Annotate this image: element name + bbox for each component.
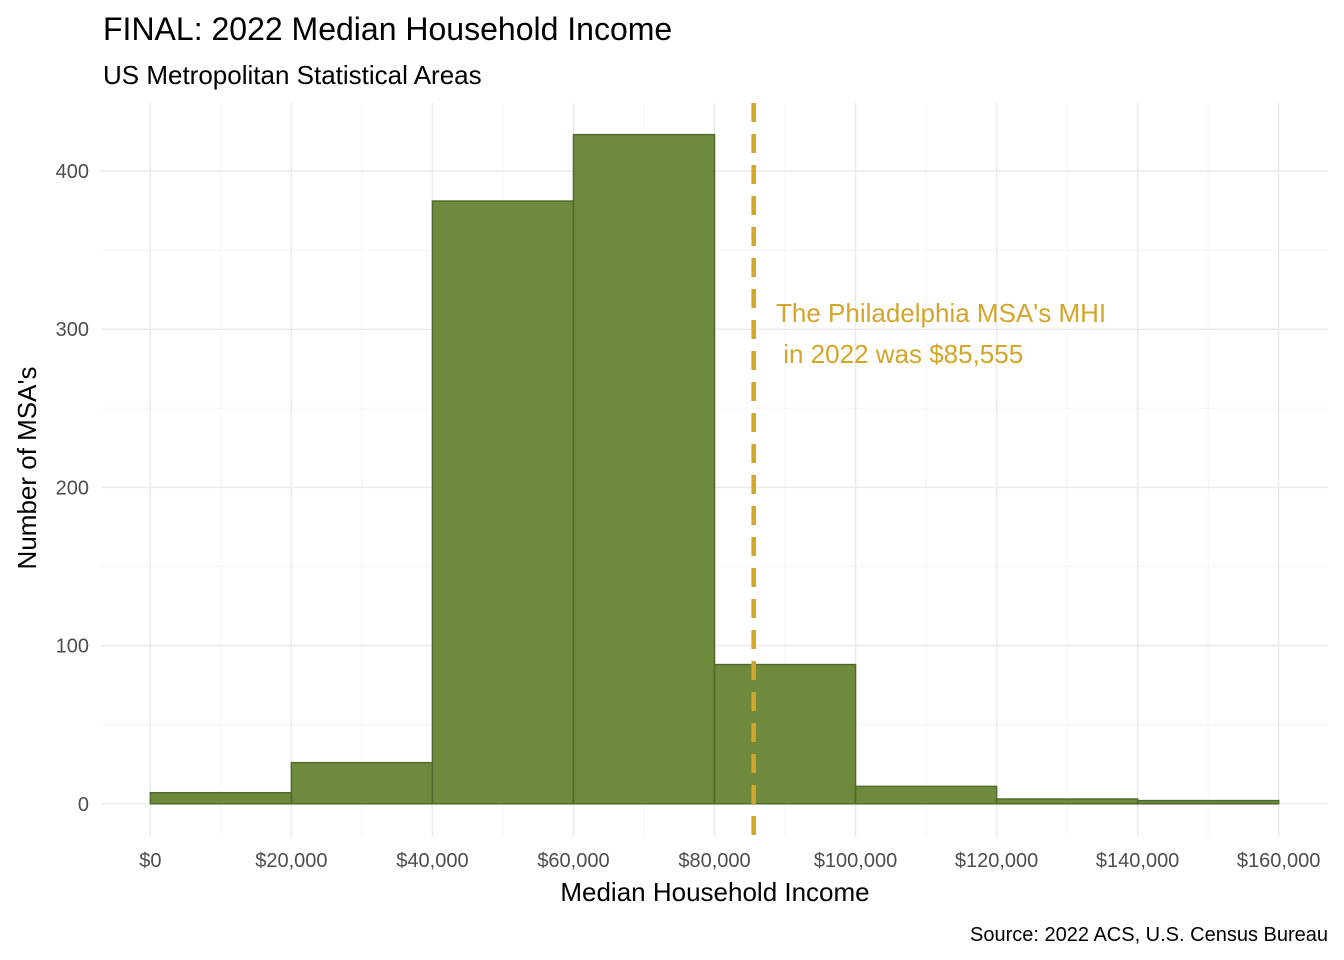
y-tick-label: 300 — [56, 319, 89, 341]
annotation-line-2: in 2022 was $85,555 — [776, 339, 1023, 369]
histogram-bars — [149, 133, 1280, 805]
philadelphia-annotation: The Philadelphia MSA's MHI in 2022 was $… — [776, 298, 1113, 369]
x-axis-title: Median Household Income — [560, 877, 869, 907]
x-tick-label: $100,000 — [814, 850, 897, 872]
y-tick-label: 200 — [56, 477, 89, 499]
x-tick-label: $0 — [139, 850, 161, 872]
x-tick-label: $40,000 — [396, 850, 468, 872]
x-tick-label: $140,000 — [1096, 850, 1179, 872]
histogram-bar-2 — [431, 200, 575, 805]
y-tick-label: 0 — [78, 794, 89, 816]
histogram-bar-5 — [854, 785, 998, 805]
y-tick-label: 400 — [56, 161, 89, 183]
y-axis-title: Number of MSA's — [12, 367, 42, 570]
histogram-bar-7 — [1136, 799, 1280, 805]
y-axis-ticks: 0 100 200 300 400 — [56, 161, 89, 816]
x-tick-label: $80,000 — [678, 850, 750, 872]
x-tick-label: $160,000 — [1237, 850, 1320, 872]
x-tick-label: $60,000 — [537, 850, 609, 872]
histogram-bar-3 — [572, 133, 716, 805]
histogram-bar-0 — [149, 791, 293, 805]
histogram-bar-1 — [290, 761, 434, 805]
x-axis-ticks: $0 $20,000 $40,000 $60,000 $80,000 $100,000 $1… — [139, 850, 1320, 872]
histogram-bar-4 — [713, 663, 857, 805]
annotation-line-1: The Philadelphia MSA's MHI — [776, 298, 1106, 328]
y-tick-label: 100 — [56, 636, 89, 658]
source-caption: Source: 2022 ACS, U.S. Census Bureau — [970, 924, 1328, 946]
histogram-bar-6 — [995, 798, 1139, 805]
chart-subtitle: US Metropolitan Statistical Areas — [103, 60, 482, 90]
x-tick-label: $120,000 — [955, 850, 1038, 872]
chart-title: FINAL: 2022 Median Household Income — [103, 11, 672, 47]
x-tick-label: $20,000 — [255, 850, 327, 872]
